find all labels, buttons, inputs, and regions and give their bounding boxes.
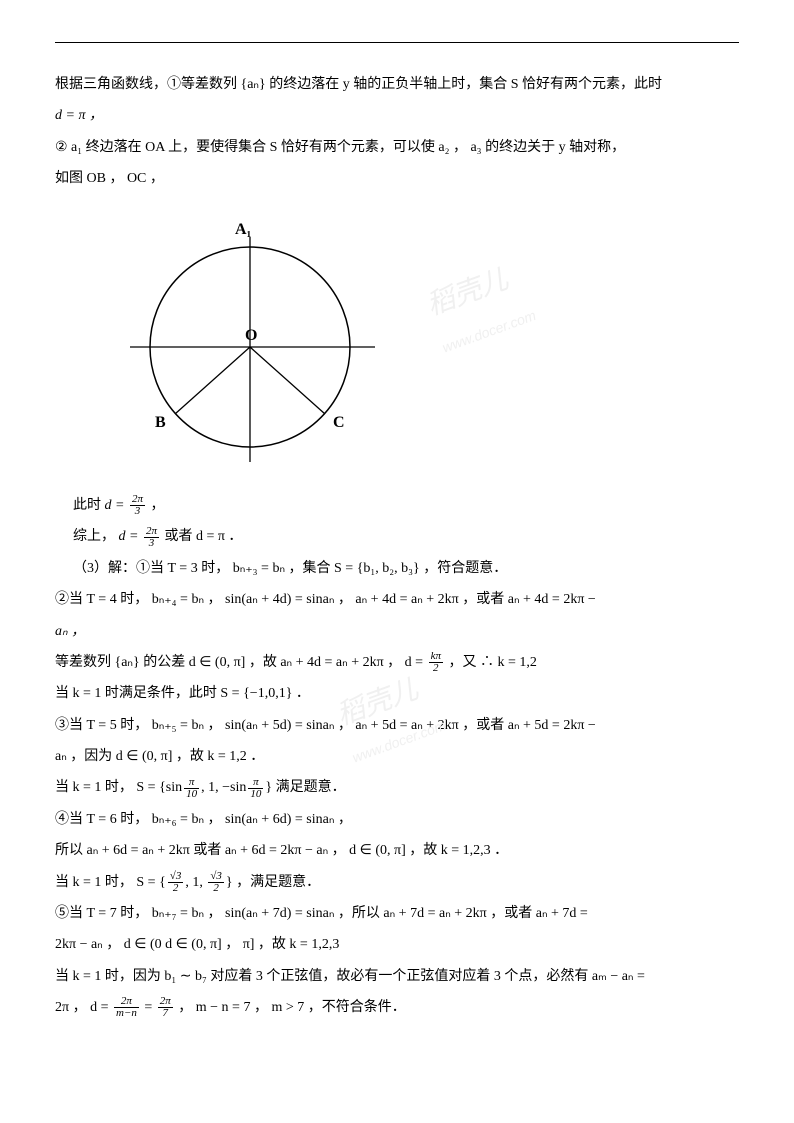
para-15: ⑤当 T = 7 时， bₙ₊₇ = bₙ ， sin(aₙ + 7d) = s… xyxy=(55,899,739,928)
para-10b: aₙ ，因为 d ∈ (0, π] ，故 k = 1,2 ． xyxy=(55,742,739,771)
para-15b: 2kπ − aₙ ， d ∈ (0 d ∈ (0, π] ， π] ，故 k =… xyxy=(55,930,739,959)
text: ， m − n = 7 ， m > 7 ，不符合条件． xyxy=(175,1000,406,1015)
frac-den: 3 xyxy=(130,506,145,517)
text: 当 k = 1 时， S = { xyxy=(55,875,166,890)
text: ，又 ∴ k = 1,2 xyxy=(445,655,537,670)
para-6: （3）解：①当 T = 3 时， bₙ₊₃ = bₙ ，集合 S = {b₁, … xyxy=(55,554,739,583)
para-14: 当 k = 1 时， S = {√32, 1, √32} ，满足题意． xyxy=(55,868,739,897)
para-9: 当 k = 1 时满足条件，此时 S = {−1,0,1} ． xyxy=(55,679,739,708)
para-11: 当 k = 1 时， S = {sinπ10, 1, −sinπ10} 满足题意… xyxy=(55,773,739,802)
para-16: 当 k = 1 时，因为 b₁ ∼ b₇ 对应着 3 个正弦值，故必有一个正弦值… xyxy=(55,962,739,991)
svg-text:B: B xyxy=(155,414,166,431)
para-4: 此时 d = 2π3 ， xyxy=(55,491,739,520)
text: = xyxy=(141,1000,156,1015)
text: } ，满足题意． xyxy=(226,875,320,890)
frac-den: 2 xyxy=(168,883,184,894)
para-12: ④当 T = 6 时， bₙ₊₆ = bₙ ， sin(aₙ + 6d) = s… xyxy=(55,805,739,834)
para-1: 根据三角函数线，①等差数列 {aₙ} 的终边落在 y 轴的正负半轴上时，集合 S… xyxy=(55,70,739,99)
para-8: 等差数列 {aₙ} 的公差 d ∈ (0, π] ，故 aₙ + 4d = aₙ… xyxy=(55,648,739,677)
para-5: 综上， d = 2π3 或者 d = π ． xyxy=(55,522,739,551)
diagram-svg: A₁ O B C xyxy=(115,202,385,472)
frac-num: 2π xyxy=(144,526,159,538)
frac-num: π xyxy=(184,777,199,789)
text: 或者 d = π ． xyxy=(161,529,242,544)
frac-den: 2 xyxy=(208,883,224,894)
text: , 1, xyxy=(185,875,206,890)
text: 此时 xyxy=(73,498,105,513)
svg-text:O: O xyxy=(245,327,257,344)
text: 等差数列 {aₙ} 的公差 d ∈ (0, π] ，故 aₙ + 4d = aₙ… xyxy=(55,655,427,670)
text: 综上， xyxy=(73,529,119,544)
text: } 满足题意． xyxy=(265,780,345,795)
text: ， xyxy=(147,498,165,513)
header-rule xyxy=(55,42,739,43)
text: , 1, −sin xyxy=(201,780,246,795)
para-13: 所以 aₙ + 6d = aₙ + 2kπ 或者 aₙ + 6d = 2kπ −… xyxy=(55,836,739,865)
para-10: ③当 T = 5 时， bₙ₊₅ = bₙ ， sin(aₙ + 5d) = s… xyxy=(55,711,739,740)
para-7b: aₙ ， xyxy=(55,617,739,646)
para-1b: d = π ， xyxy=(55,101,739,130)
para-3: 如图 OB ， OC ， xyxy=(55,164,739,193)
svg-text:A₁: A₁ xyxy=(235,221,252,238)
para-17: 2π ， d = 2πm−n = 2π7 ， m − n = 7 ， m > 7… xyxy=(55,993,739,1022)
text: 2π ， d = xyxy=(55,1000,112,1015)
frac-den: 10 xyxy=(248,789,263,800)
para-2: ② a₁ 终边落在 OA 上，要使得集合 S 恰好有两个元素，可以使 a₂ ， … xyxy=(55,133,739,162)
circle-diagram: A₁ O B C xyxy=(115,202,739,483)
frac-den: 7 xyxy=(158,1008,173,1019)
svg-text:C: C xyxy=(333,414,345,431)
frac-den: 10 xyxy=(184,789,199,800)
frac-den: 3 xyxy=(144,538,159,549)
text: 当 k = 1 时， S = {sin xyxy=(55,780,182,795)
frac-den: m−n xyxy=(114,1008,139,1019)
frac-num: π xyxy=(248,777,263,789)
page-content: 根据三角函数线，①等差数列 {aₙ} 的终边落在 y 轴的正负半轴上时，集合 S… xyxy=(55,70,739,1023)
para-7: ②当 T = 4 时， bₙ₊₄ = bₙ ， sin(aₙ + 4d) = s… xyxy=(55,585,739,614)
frac-den: 2 xyxy=(429,663,443,674)
